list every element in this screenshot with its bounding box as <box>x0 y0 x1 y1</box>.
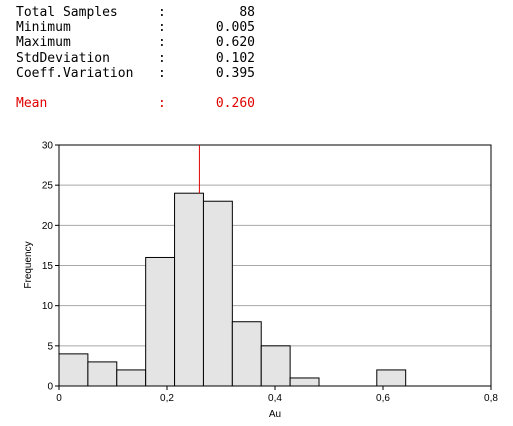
mean-separator: : <box>158 95 166 111</box>
mean-label: Mean <box>16 95 48 111</box>
stat-value: 88 <box>239 5 255 20</box>
y-tick-label: 20 <box>42 221 54 232</box>
histogram-bar <box>231 321 262 387</box>
stat-separator: : <box>158 20 166 36</box>
stat-label: StdDeviation <box>16 50 110 66</box>
axes-layer: 0 5 10 15 20 25 30 0 0,2 0,4 0,6 0,8 <box>42 141 499 405</box>
stat-label: Maximum <box>16 35 71 51</box>
y-tick-label: 30 <box>42 141 54 152</box>
histogram-bar <box>87 361 118 387</box>
histogram-bar <box>174 192 204 387</box>
stat-separator: : <box>158 35 166 51</box>
x-axis-title: Au <box>269 409 281 420</box>
histogram-bar <box>116 369 147 387</box>
stat-value: 0.005 <box>215 20 255 36</box>
x-tick-label: 0,8 <box>484 393 498 404</box>
stat-value: 0.620 <box>215 35 255 51</box>
y-tick-label: 0 <box>47 382 53 393</box>
x-tick-label: 0,4 <box>268 393 282 404</box>
histogram-bar <box>260 345 291 387</box>
stat-label: Coeff.Variation <box>16 65 134 81</box>
stat-value: 0.102 <box>215 50 255 66</box>
histogram-bar <box>289 377 320 387</box>
histogram-bar <box>145 256 176 387</box>
y-tick-label: 5 <box>47 341 53 352</box>
stat-label: Total Samples <box>16 5 118 20</box>
x-tick-label: 0,6 <box>376 393 390 404</box>
y-tick-label: 10 <box>42 301 54 312</box>
mean-value: 0.260 <box>215 95 255 111</box>
stat-separator: : <box>158 50 166 66</box>
grid-layer <box>59 184 491 347</box>
stat-label: Minimum <box>16 20 71 36</box>
stat-value: 0.395 <box>215 65 255 81</box>
histogram-bar <box>376 369 407 387</box>
bars-layer <box>58 192 407 387</box>
x-tick-label: 0 <box>56 393 62 404</box>
y-tick-label: 25 <box>42 181 54 192</box>
stat-separator: : <box>158 65 166 81</box>
histogram-bar <box>58 353 89 387</box>
y-axis-title: Frequency <box>23 241 34 288</box>
stat-separator: : <box>158 5 166 20</box>
histogram-bar <box>202 200 233 387</box>
x-tick-label: 0,2 <box>160 393 174 404</box>
y-tick-label: 15 <box>42 261 54 272</box>
